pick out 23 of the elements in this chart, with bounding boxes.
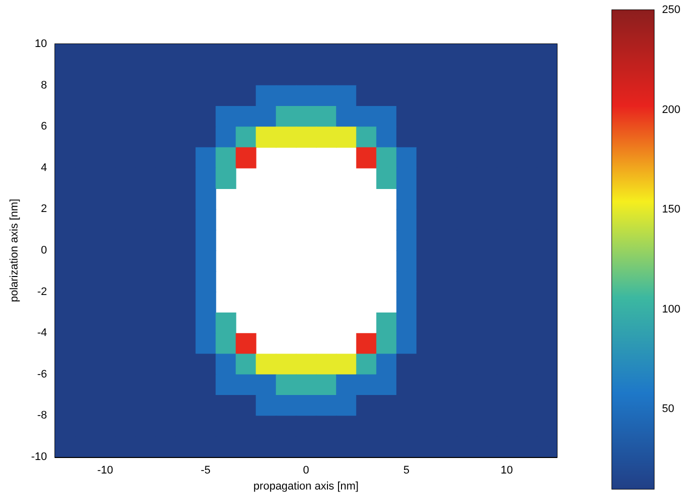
color-bar-label: 100 (662, 303, 680, 316)
y-tick-label: 2 (40, 203, 47, 216)
x-tick-label: 0 (302, 464, 310, 476)
y-tick-label: 4 (40, 162, 47, 174)
color-bar-label: 50 (662, 403, 674, 416)
x-tick-label: 10 (500, 464, 513, 476)
y-axis-title: polarization axis [nm] (8, 198, 21, 302)
x-tick-label: 5 (403, 464, 410, 476)
y-tick-label: -10 (31, 451, 47, 463)
color-bar-label: 150 (662, 204, 680, 216)
y-tick-label: 10 (34, 38, 47, 50)
y-tick-label: 0 (40, 244, 47, 256)
y-tick-label: -6 (37, 368, 47, 380)
y-tick-label: 6 (40, 120, 47, 133)
color-bar-label: 200 (662, 104, 680, 116)
x-axis-title: propagation axis [nm] (253, 480, 359, 492)
x-tick-label: -10 (97, 464, 114, 476)
y-tick-label: 8 (40, 79, 47, 92)
x-tick-label: -5 (200, 464, 210, 476)
color-bar-label: 250 (662, 4, 680, 16)
y-tick-label: -2 (37, 286, 47, 298)
y-tick-label: -4 (37, 327, 47, 340)
y-tick-label: -8 (37, 410, 47, 422)
